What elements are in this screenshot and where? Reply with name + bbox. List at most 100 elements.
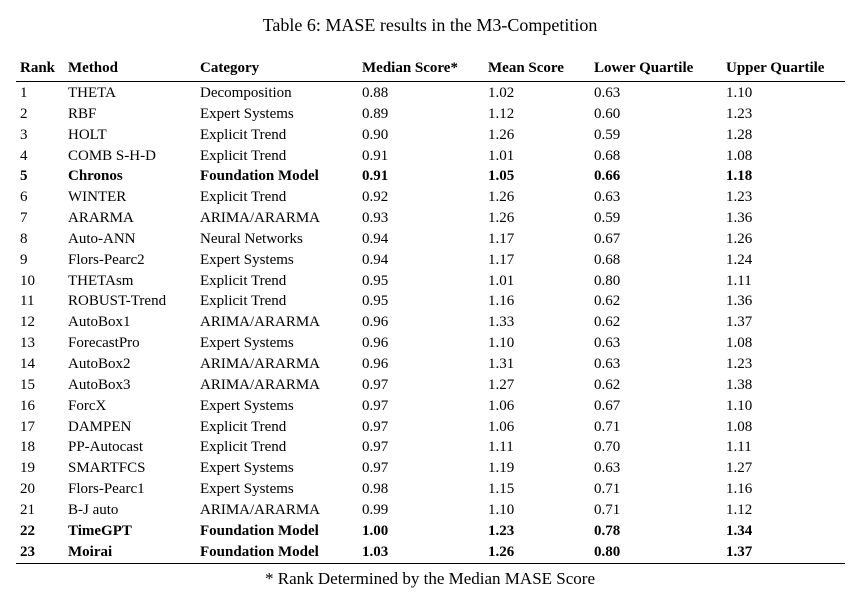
cell-category: ARIMA/ARARMA [200, 355, 321, 372]
cell-method: TimeGPT [68, 522, 132, 539]
cell-mean: 1.05 [488, 168, 515, 185]
cell-mean: 1.10 [488, 501, 515, 518]
cell-upper: 1.36 [726, 293, 753, 310]
cell-upper: 1.34 [726, 522, 753, 539]
cell-category: Expert Systems [200, 105, 294, 122]
column-header-lower-quartile: Lower Quartile [594, 59, 726, 82]
cell-upper: 1.23 [726, 355, 753, 372]
cell-lower: 0.78 [594, 522, 621, 539]
cell-mean: 1.27 [488, 376, 515, 393]
cell-median: 0.88 [362, 85, 389, 101]
cell-lower: 0.80 [594, 272, 621, 289]
cell-mean: 1.26 [488, 126, 515, 143]
table-row: 23 Moirai Foundation Model 1.03 1.26 0.80 1.37 [16, 541, 845, 565]
table-row: 15 AutoBox3 ARIMA/ARARMA 0.97 1.27 0.62 1.38 [16, 375, 845, 396]
cell-method: DAMPEN [68, 418, 132, 435]
cell-lower: 0.63 [594, 460, 621, 477]
table-row: 21 B-J auto ARIMA/ARARMA 0.99 1.10 0.71 1.12 [16, 500, 845, 521]
cell-mean: 1.23 [488, 522, 515, 539]
table-row: 11 ROBUST-Trend Explicit Trend 0.95 1.16 0.62… [16, 291, 845, 312]
cell-method: THETA [68, 85, 116, 101]
cell-method: ForcX [68, 397, 107, 414]
cell-method: WINTER [68, 189, 127, 206]
cell-category: Expert Systems [200, 251, 294, 268]
cell-method: Chronos [68, 168, 123, 185]
cell-method: RBF [68, 105, 97, 122]
cell-method: AutoBox1 [68, 314, 131, 331]
cell-rank: 7 [20, 210, 28, 227]
cell-rank: 3 [20, 126, 28, 143]
cell-rank: 20 [20, 481, 35, 498]
cell-lower: 0.68 [594, 147, 621, 164]
cell-median: 0.96 [362, 355, 389, 372]
table-row: 17 DAMPEN Explicit Trend 0.97 1.06 0.71 1.08 [16, 417, 845, 438]
cell-method: AutoBox3 [68, 376, 131, 393]
cell-method: Auto-ANN [68, 230, 136, 247]
cell-lower: 0.71 [594, 501, 621, 518]
cell-rank: 22 [20, 522, 35, 539]
cell-median: 0.97 [362, 460, 389, 477]
cell-category: Foundation Model [200, 522, 319, 539]
cell-rank: 14 [20, 355, 35, 372]
cell-lower: 0.80 [594, 541, 726, 565]
cell-median: 0.96 [362, 335, 389, 352]
cell-lower: 0.66 [594, 168, 621, 185]
column-header-category: Category [200, 59, 362, 82]
table-row: 22 TimeGPT Foundation Model 1.00 1.23 0.78 1.3… [16, 521, 845, 542]
cell-category: Explicit Trend [200, 418, 287, 435]
cell-mean: 1.15 [488, 481, 515, 498]
results-table: Rank Method Category Median Score* Mean … [16, 59, 845, 565]
cell-median: 0.94 [362, 230, 389, 247]
cell-rank: 4 [20, 147, 28, 164]
table-header: Rank Method Category Median Score* Mean … [16, 59, 845, 82]
cell-lower: 0.60 [594, 105, 621, 122]
cell-median: 0.92 [362, 189, 389, 206]
cell-rank: 12 [20, 314, 35, 331]
cell-upper: 1.24 [726, 251, 753, 268]
cell-mean: 1.31 [488, 355, 515, 372]
header-row: Rank Method Category Median Score* Mean … [16, 59, 845, 82]
cell-mean: 1.26 [488, 541, 594, 565]
cell-rank: 17 [20, 418, 35, 435]
cell-method: Moirai [68, 541, 200, 565]
cell-method: HOLT [68, 126, 107, 143]
cell-category: Explicit Trend [200, 126, 287, 143]
cell-upper: 1.23 [726, 189, 753, 206]
cell-mean: 1.19 [488, 460, 515, 477]
cell-category: Expert Systems [200, 481, 294, 498]
table-row: 5 Chronos Foundation Model 0.91 1.05 0.66 1.18 [16, 166, 845, 187]
cell-median: 0.96 [362, 314, 389, 331]
cell-upper: 1.12 [726, 501, 753, 518]
cell-category: Explicit Trend [200, 293, 287, 310]
cell-lower: 0.59 [594, 126, 621, 143]
table-row: 13 ForecastPro Expert Systems 0.96 1.10 0.63 1… [16, 333, 845, 354]
cell-method: ForecastPro [68, 335, 140, 352]
cell-lower: 0.70 [594, 439, 621, 456]
cell-rank: 16 [20, 397, 35, 414]
cell-rank: 9 [20, 251, 28, 268]
table-row: 1 THETA Decomposition 0.88 1.02 0.63 1.10 [16, 82, 845, 104]
cell-category: ARIMA/ARARMA [200, 501, 321, 518]
cell-category: ARIMA/ARARMA [200, 376, 321, 393]
table-row: 7 ARARMA ARIMA/ARARMA 0.93 1.26 0.59 1.36 [16, 208, 845, 229]
cell-method: SMARTFCS [68, 460, 146, 477]
cell-rank: 13 [20, 335, 35, 352]
cell-lower: 0.62 [594, 376, 621, 393]
cell-category: Expert Systems [200, 460, 294, 477]
cell-upper: 1.08 [726, 418, 753, 435]
cell-upper: 1.10 [726, 85, 753, 101]
cell-rank: 2 [20, 105, 28, 122]
cell-method: ARARMA [68, 210, 134, 227]
table-row: 20 Flors-Pearc1 Expert Systems 0.98 1.15 0.71… [16, 479, 845, 500]
cell-median: 0.95 [362, 293, 389, 310]
column-header-rank: Rank [16, 59, 68, 82]
cell-method: Flors-Pearc2 [68, 251, 145, 268]
cell-upper: 1.26 [726, 230, 753, 247]
cell-median: 0.90 [362, 126, 389, 143]
cell-median: 0.89 [362, 105, 389, 122]
cell-lower: 0.62 [594, 314, 621, 331]
cell-category: Explicit Trend [200, 147, 287, 164]
cell-lower: 0.71 [594, 481, 621, 498]
table-row: 9 Flors-Pearc2 Expert Systems 0.94 1.17 0.68 1… [16, 250, 845, 271]
